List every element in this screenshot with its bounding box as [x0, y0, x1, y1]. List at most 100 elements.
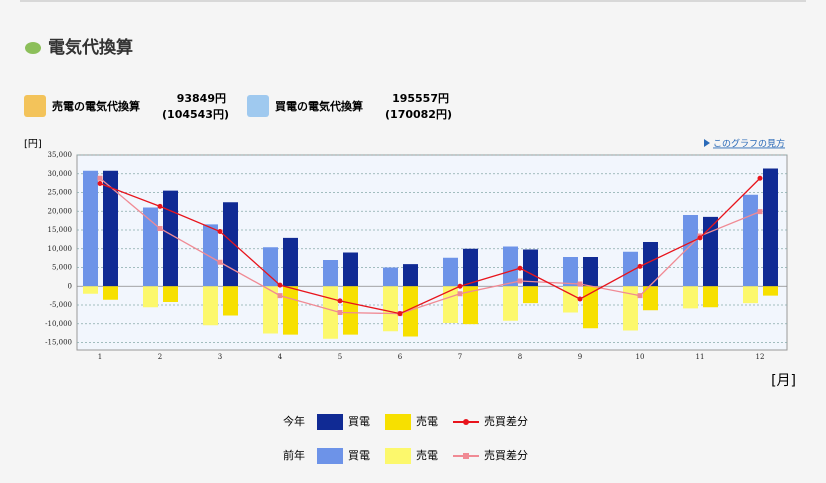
x-tick-label: 11 [696, 353, 705, 361]
legend-swatch [385, 414, 411, 430]
sell-icon [24, 95, 46, 117]
buy-value: 195557円 [392, 92, 449, 105]
diff-line [99, 177, 761, 315]
y-tick-label: 35,000 [48, 151, 73, 159]
bar [283, 286, 298, 335]
bar [403, 286, 418, 337]
diff-point [637, 263, 643, 269]
bar [623, 286, 638, 331]
x-tick-label: 10 [636, 353, 645, 361]
y-tick-label: 10,000 [48, 245, 73, 253]
diff-line [99, 177, 761, 315]
bar [743, 286, 758, 304]
diff-point [337, 298, 343, 304]
bar [163, 286, 178, 302]
x-axis-label: [月] [771, 373, 796, 389]
y-tick-label: 20,000 [48, 207, 73, 215]
bar [763, 168, 778, 287]
diff-point [757, 175, 763, 181]
bar [583, 257, 598, 287]
x-tick-label: 4 [278, 353, 283, 361]
bar [203, 224, 218, 287]
y-tick-label: -10,000 [45, 320, 72, 328]
y-axis-label: [円] [24, 139, 42, 150]
diff-point [517, 278, 523, 284]
x-tick-label: 1 [98, 353, 102, 361]
bar [163, 190, 178, 287]
y-tick-label: 5,000 [52, 264, 72, 272]
diff-point [697, 235, 703, 241]
bar [83, 170, 98, 287]
diff-point [517, 265, 523, 271]
diff-point [217, 259, 223, 265]
bar [463, 286, 478, 325]
legend-group: 今年 [283, 414, 305, 428]
bar [443, 286, 458, 323]
legend-label: 売電 [416, 415, 438, 428]
bar [143, 207, 158, 287]
bar [503, 246, 518, 287]
diff-point [457, 291, 463, 297]
legend-label: 買電 [348, 415, 370, 428]
bar [523, 286, 538, 304]
sell-label: 売電の電気代換算 [52, 99, 140, 113]
diff-point [97, 175, 103, 181]
bar [403, 264, 418, 287]
y-tick-label: 25,000 [48, 189, 73, 197]
diff-point [157, 203, 163, 209]
y-tick-label: 30,000 [48, 170, 73, 178]
diff-point [337, 310, 343, 315]
y-tick-label: -5,000 [50, 301, 72, 309]
bar [703, 286, 718, 308]
bar [743, 194, 758, 287]
diff-point [217, 229, 223, 234]
bar [443, 257, 458, 287]
y-tick-label: 15,000 [48, 226, 73, 234]
legend-swatch [317, 448, 343, 464]
bar [563, 286, 578, 313]
bar [463, 248, 478, 287]
plot-area [76, 154, 788, 351]
y-tick-label: -15,000 [45, 339, 72, 347]
bar [323, 260, 338, 287]
legend-group: 前年 [283, 448, 305, 462]
bar [643, 286, 658, 311]
x-tick-label: 2 [158, 353, 162, 361]
diff-point [637, 293, 643, 299]
legend-label: 売買差分 [484, 448, 528, 462]
buy-label: 買電の電気代換算 [275, 99, 363, 113]
bar [583, 286, 598, 329]
bar [683, 215, 698, 287]
help-link[interactable]: このグラフの見方 [713, 138, 785, 150]
x-tick-label: 6 [398, 353, 403, 361]
diff-point [577, 281, 583, 287]
title-icon [25, 42, 41, 54]
legend-label: 売電 [416, 449, 438, 462]
bar [503, 286, 518, 321]
legend-label: 売買差分 [484, 414, 528, 428]
diff-point [277, 282, 283, 288]
bar [263, 247, 278, 287]
bar [323, 286, 338, 339]
diff-point [577, 296, 583, 302]
bar [143, 286, 158, 308]
bar [563, 257, 578, 287]
legend-swatch [317, 414, 343, 430]
bar [343, 286, 358, 335]
bar [523, 249, 538, 287]
x-tick-label: 9 [578, 353, 582, 361]
sell-value: 93849円 [177, 92, 226, 105]
bar [383, 286, 398, 332]
bar [683, 286, 698, 309]
bar [103, 170, 118, 287]
bar [223, 286, 238, 316]
x-tick-label: 3 [218, 353, 222, 361]
bar [283, 237, 298, 287]
bar [383, 267, 398, 287]
bar [643, 242, 658, 287]
link-arrow [704, 139, 710, 147]
page-title: 電気代換算 [48, 37, 133, 58]
sell-prev: (104543円) [162, 108, 229, 121]
diff-point [97, 181, 103, 186]
